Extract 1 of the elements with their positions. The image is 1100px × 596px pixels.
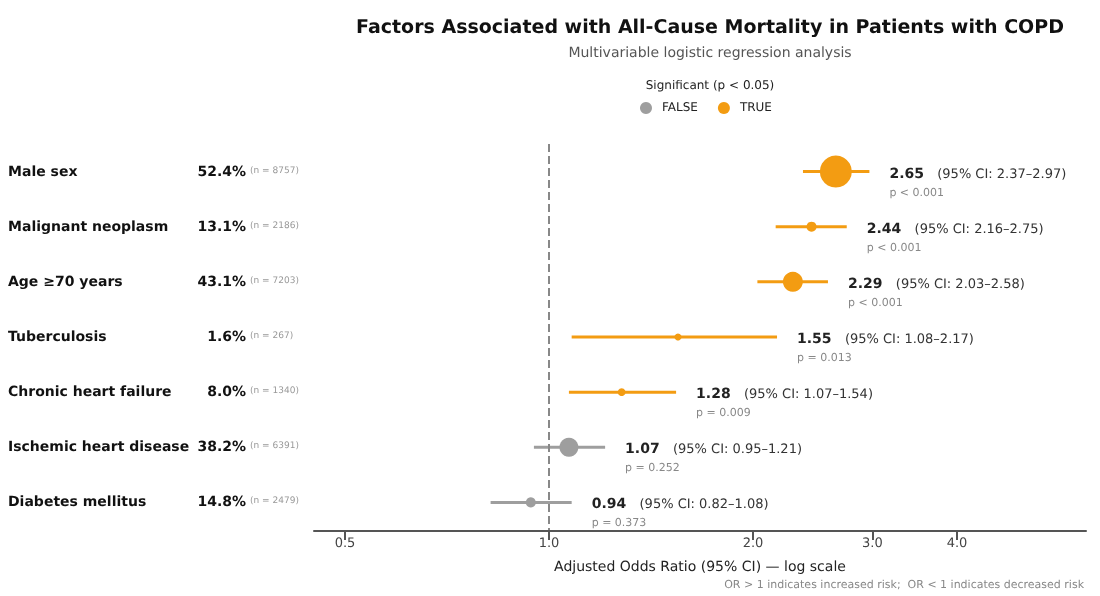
chart-title: Factors Associated with All-Cause Mortality in Patients with COPD <box>356 17 1065 39</box>
